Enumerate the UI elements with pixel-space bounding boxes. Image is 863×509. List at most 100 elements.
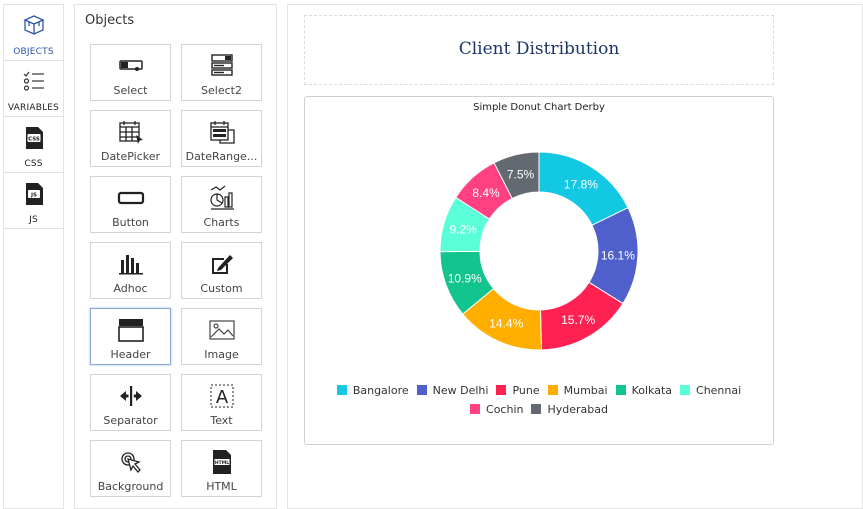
tile-select[interactable]: Select: [90, 44, 171, 101]
legend-swatch: [547, 385, 558, 395]
html-badge-text: HTML: [214, 460, 228, 466]
donut-slice-label: 15.7%: [561, 313, 595, 327]
legend-item[interactable]: Cochin: [470, 400, 523, 419]
tile-adhoc[interactable]: Adhoc: [90, 242, 171, 299]
legend-item[interactable]: Mumbai: [547, 381, 608, 400]
legend-item[interactable]: Kolkata: [615, 381, 673, 400]
donut-slice-label: 10.9%: [448, 271, 482, 285]
legend-swatch: [496, 385, 507, 395]
tile-label: DatePicker: [100, 150, 161, 163]
charts-icon: [209, 185, 234, 210]
js-badge-text: JS: [29, 193, 36, 199]
tile-daterange[interactable]: DateRange...: [181, 110, 262, 167]
donut-slice-label: 9.2%: [449, 222, 477, 236]
tile-button[interactable]: Button: [90, 176, 171, 233]
tile-label: Background: [97, 480, 164, 493]
tile-label: Image: [204, 348, 239, 361]
legend-label: Pune: [512, 384, 540, 397]
donut-slice-label: 7.5%: [507, 168, 535, 182]
rail-item-css[interactable]: CSS CSS: [4, 117, 63, 173]
legend-item[interactable]: Bangalore: [336, 381, 409, 400]
text-icon-glyph: A: [215, 387, 228, 408]
donut-slice-hyderabad[interactable]: [493, 151, 540, 200]
separator-icon: [119, 386, 142, 406]
tile-charts[interactable]: Charts: [181, 176, 262, 233]
text-icon: A: [210, 384, 233, 408]
legend-item[interactable]: New Delhi: [416, 381, 489, 400]
tile-datepicker[interactable]: DatePicker: [90, 110, 171, 167]
rail-label: JS: [29, 215, 38, 225]
tile-header[interactable]: Header: [90, 308, 171, 365]
adhoc-icon: [118, 255, 143, 275]
objects-panel-title: Objects: [85, 13, 135, 28]
objects-panel: Objects Select Select2: [74, 4, 277, 509]
tile-label: Charts: [203, 216, 240, 229]
select-icon: [118, 60, 143, 71]
css-badge-text: CSS: [28, 137, 40, 143]
tile-html[interactable]: HTML HTML: [181, 440, 262, 497]
tile-label: Header: [110, 348, 151, 361]
chart-legend: Bangalore New Delhi Pune Mumbai Kolkata Chenn…: [315, 381, 763, 419]
select2-icon: [210, 54, 233, 76]
rail-label: CSS: [24, 159, 43, 169]
design-canvas: Client Distribution Simple Donut Chart D…: [287, 4, 863, 509]
tile-label: Select: [113, 84, 148, 97]
tile-select2[interactable]: Select2: [181, 44, 262, 101]
tile-background[interactable]: Background: [90, 440, 171, 497]
tile-text[interactable]: A Text: [181, 374, 262, 431]
donut-slice-label: 8.4%: [472, 186, 500, 200]
rail-label: VARIABLES: [7, 103, 60, 113]
donut-slice-label: 14.4%: [489, 316, 523, 330]
tile-separator[interactable]: Separator: [90, 374, 171, 431]
tile-image[interactable]: Image: [181, 308, 262, 365]
legend-label: Hyderabad: [547, 403, 608, 416]
header-title: Client Distribution: [458, 39, 620, 59]
rail-item-objects[interactable]: OBJECTS: [4, 5, 63, 61]
tile-label: Custom: [200, 282, 243, 295]
tile-label: HTML: [206, 480, 237, 493]
background-icon: [120, 452, 141, 473]
objects-cube-icon: [22, 15, 45, 35]
button-icon: [117, 191, 144, 205]
tile-label: Button: [112, 216, 149, 229]
custom-icon: [211, 255, 233, 274]
rail-item-js[interactable]: JS JS: [4, 173, 63, 229]
tile-label: Text: [210, 414, 233, 427]
legend-item[interactable]: Pune: [496, 381, 540, 400]
datepicker-icon: [118, 121, 143, 144]
legend-label: Bangalore: [352, 384, 409, 397]
legend-item[interactable]: Chennai: [680, 381, 741, 400]
rail-item-variables[interactable]: VARIABLES: [4, 61, 63, 117]
header-component[interactable]: Client Distribution: [304, 15, 774, 85]
legend-label: Cochin: [486, 403, 524, 416]
tile-custom[interactable]: Custom: [181, 242, 262, 299]
rail-label: OBJECTS: [13, 47, 54, 57]
css-file-icon: CSS: [25, 127, 43, 149]
js-file-icon: JS: [25, 183, 43, 205]
left-rail: OBJECTS VARIABLES CSS CSS JS JS: [3, 4, 64, 509]
variables-list-icon: [23, 71, 44, 91]
legend-item[interactable]: Hyderabad: [531, 400, 608, 419]
chart-component[interactable]: Simple Donut Chart Derby 17.8% 16.1% 15.7%…: [304, 96, 774, 445]
html-file-icon: HTML: [212, 450, 231, 474]
legend-label: Mumbai: [563, 384, 608, 397]
tile-label: DateRange...: [185, 150, 258, 163]
legend-label: New Delhi: [432, 384, 489, 397]
donut-chart: 17.8% 16.1% 15.7% 14.4% 10.9% 9.2% 8.4% 7.5%: [439, 151, 639, 351]
legend-swatch: [615, 385, 626, 395]
legend-swatch: [416, 385, 427, 395]
tile-label: Adhoc: [113, 282, 148, 295]
daterange-icon: [209, 121, 235, 144]
donut-slice-label: 16.1%: [601, 249, 635, 263]
legend-swatch: [470, 404, 481, 414]
legend-swatch: [336, 385, 347, 395]
header-icon: [117, 319, 144, 342]
image-icon: [208, 320, 235, 340]
donut-slice-label: 17.8%: [564, 178, 598, 192]
legend-swatch: [680, 385, 691, 395]
tile-label: Separator: [103, 414, 158, 427]
legend-label: Kolkata: [631, 384, 673, 397]
chart-title: Simple Donut Chart Derby: [473, 102, 605, 113]
legend-swatch: [531, 404, 542, 414]
tile-label: Select2: [201, 84, 242, 97]
